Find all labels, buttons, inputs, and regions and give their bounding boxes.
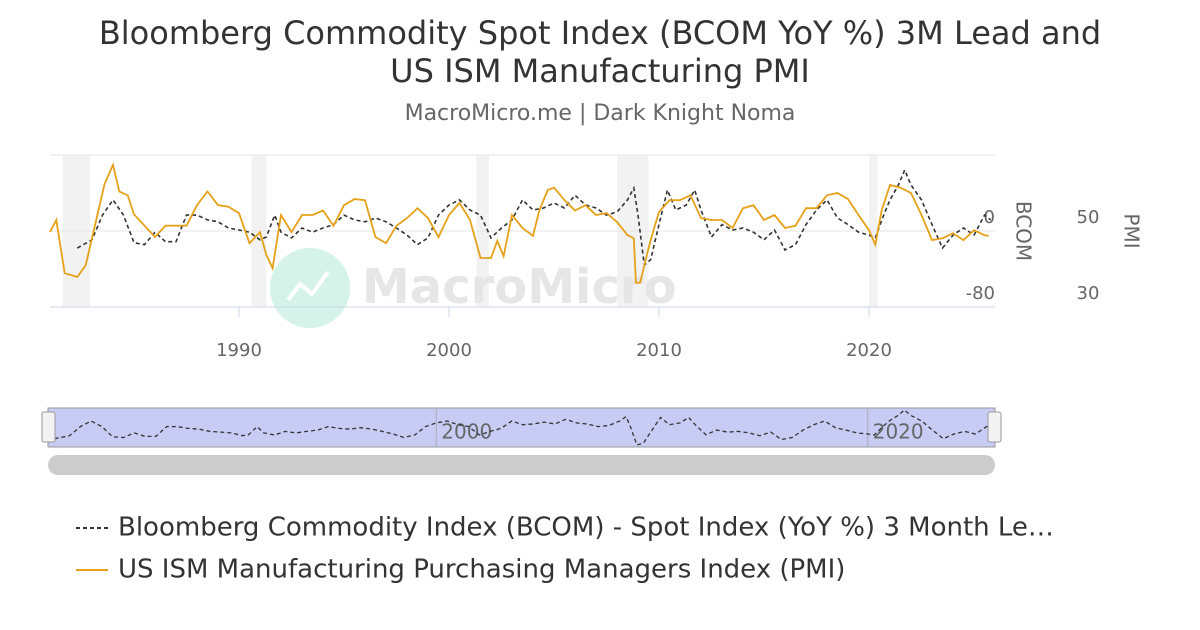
x-tick-label: 2010	[636, 340, 682, 361]
x-tick-label: 2000	[426, 340, 472, 361]
scrollbar[interactable]	[48, 455, 995, 475]
watermark-logo	[270, 248, 350, 328]
y2-tick-label: 50	[1077, 207, 1100, 228]
y-tick-label: -80	[966, 283, 995, 304]
y-axis-title: BCOM	[1012, 201, 1036, 261]
navigator-tick-label: 2020	[873, 420, 924, 444]
chart-title: Bloomberg Commodity Spot Index (BCOM YoY…	[98, 14, 1102, 90]
legend-label[interactable]: US ISM Manufacturing Purchasing Managers…	[118, 555, 845, 585]
y2-axis-title: PMI	[1120, 213, 1144, 248]
navigator-tick-label: 2000	[441, 420, 492, 444]
legend-label[interactable]: Bloomberg Commodity Index (BCOM) - Spot …	[118, 513, 1054, 543]
navigator-handle[interactable]	[987, 411, 1002, 443]
navigator-line	[54, 409, 993, 446]
series-line	[76, 167, 992, 267]
y2-tick-label: 30	[1077, 283, 1100, 304]
x-tick-label: 1990	[216, 340, 262, 361]
navigator-window[interactable]	[47, 407, 996, 448]
series-line	[49, 162, 989, 284]
x-tick-label: 2020	[846, 340, 892, 361]
watermark-logo-icon	[286, 270, 330, 302]
y-tick-label: 0	[984, 207, 995, 228]
navigator-handle[interactable]	[41, 411, 56, 443]
watermark: MacroMicro	[362, 259, 677, 315]
chart-subtitle: MacroMicro.me | Dark Knight Noma	[404, 101, 796, 126]
